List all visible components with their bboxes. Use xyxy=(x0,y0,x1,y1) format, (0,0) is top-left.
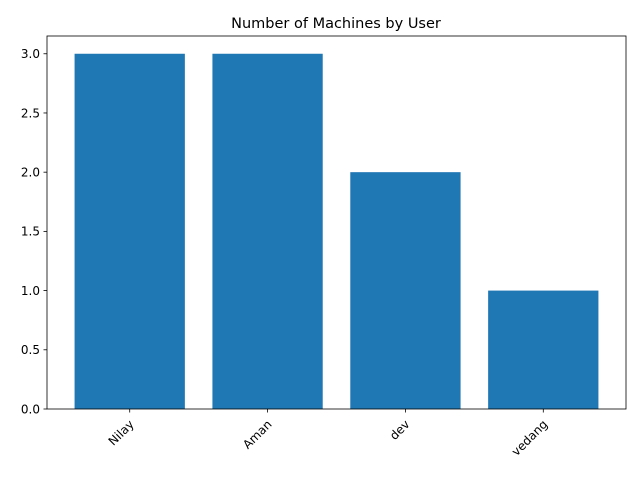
x-tick-label-nilay: Nilay xyxy=(106,417,137,448)
x-tick-label-aman: Aman xyxy=(240,417,275,452)
x-axis-ticks: Nilay Aman dev vedang xyxy=(106,409,550,459)
bar-aman xyxy=(212,53,323,410)
bars-layer xyxy=(74,53,599,410)
axes-layer xyxy=(46,35,627,410)
bar-dev xyxy=(350,172,461,409)
y-tick-label: 1.5 xyxy=(21,225,40,239)
y-tick-label: 1.0 xyxy=(21,284,40,298)
y-tick-label: 3.0 xyxy=(21,47,40,61)
bar-vedang xyxy=(488,290,599,409)
x-tick-label-dev: dev xyxy=(387,417,413,443)
y-tick-label: 2.0 xyxy=(21,165,40,179)
plot-frame xyxy=(46,35,627,410)
y-tick-label: 0.0 xyxy=(21,402,40,416)
chart-title: Number of Machines by User xyxy=(231,16,441,32)
y-tick-label: 0.5 xyxy=(21,343,40,357)
x-tick-label-vedang: vedang xyxy=(509,417,550,458)
y-tick-label: 2.5 xyxy=(21,106,40,120)
y-axis-ticks: 0.0 0.5 1.0 1.5 2.0 2.5 3.0 xyxy=(21,47,47,416)
bar-nilay xyxy=(74,53,185,410)
